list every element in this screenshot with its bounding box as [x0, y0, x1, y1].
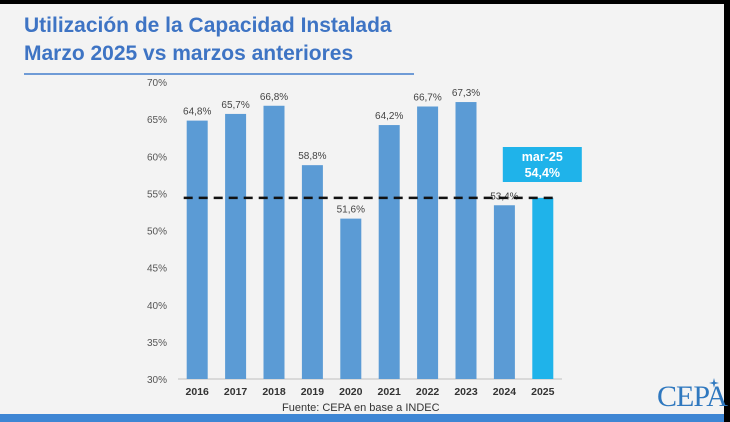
bar: [378, 125, 400, 379]
data-label: 66,8%: [260, 92, 288, 103]
x-tick-label: 2025: [531, 386, 555, 398]
y-tick-label: 35%: [147, 338, 167, 349]
cepa-logo: CEPA: [657, 378, 728, 414]
logo-text: CEPA: [657, 380, 728, 413]
source-note: Fuente: CEPA en base a INDEC: [282, 402, 440, 414]
logo-sparkle-icon: [709, 378, 719, 388]
title-underline: [24, 73, 414, 75]
x-tick-label: 2022: [416, 386, 440, 398]
data-label: 51,6%: [337, 205, 365, 216]
bar: [455, 102, 477, 380]
chart-title-line-1: Utilización de la Capacidad Instalada: [24, 14, 392, 37]
bar: [301, 165, 323, 379]
y-tick-label: 45%: [147, 264, 167, 275]
bar: [186, 120, 208, 380]
chart-title-line-2: Marzo 2025 vs marzos anteriores: [24, 42, 354, 65]
bar: [493, 205, 515, 379]
bar: [532, 197, 554, 379]
bottom-band: [0, 414, 724, 422]
data-label: 64,8%: [183, 107, 211, 118]
y-tick-label: 50%: [147, 227, 167, 238]
x-tick-label: 2024: [493, 386, 517, 398]
data-label: 58,8%: [298, 151, 326, 162]
x-tick-label: 2017: [224, 386, 248, 398]
data-label: 65,7%: [221, 100, 249, 111]
data-label: 67,3%: [452, 88, 480, 99]
bar: [340, 218, 362, 379]
x-tick-label: 2021: [378, 386, 402, 398]
x-tick-label: 2020: [339, 386, 363, 398]
bar: [263, 105, 285, 379]
y-tick-label: 60%: [147, 152, 167, 163]
bar: [417, 106, 439, 379]
bar: [225, 113, 247, 380]
callout-label: mar-25: [522, 150, 563, 164]
slide: Utilización de la Capacidad Instalada Ma…: [0, 4, 724, 422]
x-tick-label: 2023: [454, 386, 478, 398]
data-label: 64,2%: [375, 111, 403, 122]
x-tick-label: 2018: [262, 386, 286, 398]
y-tick-label: 55%: [147, 189, 167, 200]
y-tick-label: 70%: [147, 78, 167, 89]
y-tick-label: 30%: [147, 375, 167, 386]
x-tick-label: 2016: [186, 386, 210, 398]
y-tick-label: 65%: [147, 115, 167, 126]
right-edge-strip: [724, 0, 730, 422]
x-tick-label: 2019: [301, 386, 325, 398]
y-tick-label: 40%: [147, 301, 167, 312]
callout-value: 54,4%: [525, 166, 560, 180]
callout-box: [502, 147, 582, 182]
data-label: 66,7%: [413, 93, 441, 104]
